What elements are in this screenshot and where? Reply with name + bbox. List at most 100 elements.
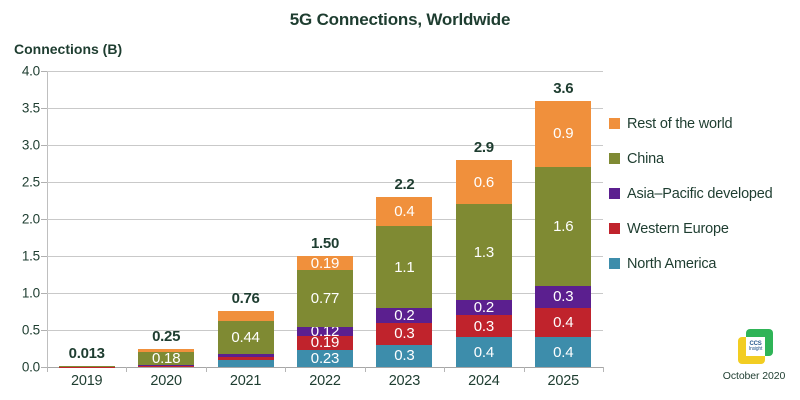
bar-segment[interactable]: 0.4: [455, 337, 512, 367]
bar-segment[interactable]: 0.6: [455, 159, 512, 205]
bar-group[interactable]: 0.44: [217, 310, 274, 367]
bar-segment[interactable]: [138, 366, 195, 367]
bar-group[interactable]: [58, 366, 115, 367]
x-tick-mark: [523, 367, 525, 372]
bar-segment-label: 0.4: [553, 343, 574, 361]
bar-segment[interactable]: 0.3: [455, 315, 512, 338]
bar-segment[interactable]: 0.18: [138, 350, 195, 368]
legend-swatch: [609, 153, 620, 164]
bar-group[interactable]: 0.4 0.4 0.3 1.6 0.9: [535, 100, 592, 367]
x-tick-label: 2020: [150, 373, 182, 389]
bar-segment[interactable]: 0.19: [297, 256, 353, 271]
bar-segment[interactable]: 0.3: [376, 344, 433, 367]
bar-segment[interactable]: [217, 310, 274, 322]
y-tick-mark: [41, 71, 47, 72]
x-tick-mark: [205, 367, 207, 372]
legend-item[interactable]: Rest of the world: [609, 106, 773, 141]
legend-item[interactable]: Asia–Pacific developed: [609, 176, 773, 211]
bar-segment-label: 0.3: [553, 288, 574, 306]
bar-group[interactable]: 0.23 0.19 0.12 0.77 0.19: [297, 256, 353, 367]
bar-segment-label: 0.3: [394, 347, 415, 365]
x-tick-mark: [444, 367, 446, 372]
x-tick-mark: [126, 367, 128, 372]
legend-item[interactable]: China: [609, 141, 773, 176]
legend-label: Rest of the world: [627, 115, 733, 132]
y-tick-label: 3.5: [21, 100, 40, 116]
y-tick-mark: [41, 330, 47, 331]
bar-segment[interactable]: 0.12: [297, 323, 353, 340]
y-tick-label: 2.5: [21, 174, 40, 190]
y-tick-mark: [41, 367, 47, 368]
legend-item[interactable]: Western Europe: [609, 211, 773, 246]
x-tick-label: 2021: [229, 373, 262, 389]
logo-text-ccs: CCS: [749, 341, 762, 347]
legend-item[interactable]: North America: [609, 246, 773, 281]
bar-group[interactable]: 0.4 0.3 0.2 1.3 0.6: [455, 159, 512, 367]
y-tick-mark: [41, 256, 47, 257]
y-tick-label: 1.5: [21, 248, 40, 264]
bar-segment[interactable]: 0.77: [297, 270, 353, 328]
y-tick-mark: [41, 219, 47, 220]
legend-swatch: [609, 118, 620, 129]
bar-segment[interactable]: [217, 353, 274, 358]
bar-segment-label: 1.6: [553, 217, 574, 235]
legend-label: North America: [627, 255, 717, 272]
legend-swatch: [609, 188, 620, 199]
bar-segment[interactable]: 0.3: [376, 322, 433, 345]
bar-segment-label: 0.18: [151, 350, 181, 368]
bar-segment[interactable]: 0.2: [376, 308, 433, 323]
x-tick-label: 2022: [309, 373, 341, 389]
bar-group[interactable]: 0.18: [138, 348, 195, 368]
bar-total-label: 2.9: [473, 138, 494, 156]
legend-swatch: [609, 223, 620, 234]
bar-segment[interactable]: 0.9: [535, 100, 592, 168]
legend-label: Western Europe: [627, 220, 729, 237]
bar-segment[interactable]: 1.3: [455, 204, 512, 301]
bar-segment[interactable]: [217, 359, 274, 367]
bar-segment[interactable]: [138, 348, 195, 352]
bar-segment[interactable]: 0.4: [535, 307, 592, 338]
bar-segment-label: 0.4: [394, 203, 415, 221]
legend-label: China: [627, 150, 664, 167]
bars-layer: 0.18 0.44 0.23 0.19 0.12 0.77 0.19 0.3 0.3 0.2 1.1…: [47, 71, 603, 367]
y-tick-mark: [41, 108, 47, 109]
bar-segment[interactable]: [138, 365, 195, 366]
bar-segment[interactable]: 0.44: [217, 321, 274, 354]
bar-segment-label: 0.2: [473, 299, 494, 317]
bar-segment-label: 0.77: [310, 290, 340, 308]
legend-label: Asia–Pacific developed: [627, 185, 773, 202]
bar-segment[interactable]: [217, 357, 274, 360]
y-tick-label: 2.0: [21, 211, 40, 227]
legend-swatch: [609, 258, 620, 269]
bar-segment-label: 1.3: [473, 243, 494, 261]
bar-segment[interactable]: 0.19: [297, 335, 353, 350]
gridline: [47, 108, 603, 109]
y-axis-title: Connections (B): [14, 41, 123, 57]
y-tick-label: 3.0: [21, 137, 40, 153]
gridline: [47, 219, 603, 220]
bar-segment[interactable]: 1.6: [535, 167, 592, 286]
chart-title: 5G Connections, Worldwide: [289, 10, 511, 29]
bar-segment-label: 0.3: [473, 317, 494, 335]
bar-segment-label: 0.4: [553, 314, 574, 332]
publication-date: October 2020: [722, 370, 786, 382]
bar-segment-label: 0.23: [310, 349, 340, 367]
x-tick-mark: [285, 367, 287, 372]
bar-segment[interactable]: 0.3: [535, 285, 592, 308]
x-tick-mark: [47, 367, 48, 372]
bar-segment-label: 0.4: [473, 343, 494, 361]
bar-segment-label: 0.44: [231, 328, 260, 346]
bar-segment-label: 0.3: [394, 325, 415, 343]
bar-segment[interactable]: 0.4: [535, 337, 592, 367]
bar-group[interactable]: 0.3 0.3 0.2 1.1 0.4: [376, 196, 433, 367]
bar-total-label: 2.2: [394, 175, 415, 193]
bar-segment[interactable]: 1.1: [376, 226, 433, 308]
bar-segment[interactable]: 0.23: [297, 349, 353, 367]
bar-total-label: 3.6: [553, 79, 574, 97]
bar-segment[interactable]: 0.4: [376, 196, 433, 227]
chart-legend: Rest of the world China Asia–Pacific devel…: [609, 106, 773, 281]
bar-segment[interactable]: 0.2: [455, 299, 512, 317]
bar-segment-label: 0.12: [310, 323, 340, 340]
gridline: [47, 71, 603, 72]
